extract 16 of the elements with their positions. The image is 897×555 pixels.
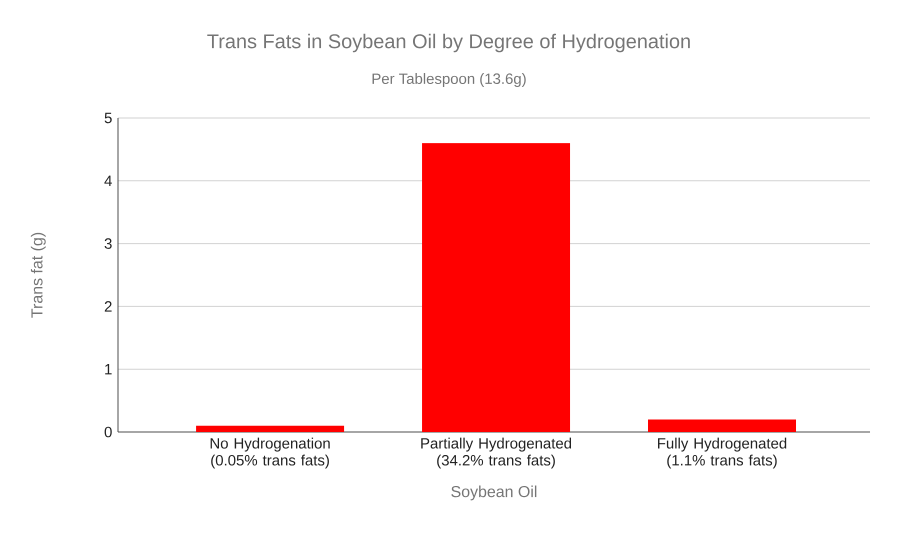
chart-subtitle: Per Tablespoon (13.6g) <box>372 73 526 87</box>
y-tick-label: 0 <box>104 426 112 438</box>
y-tick-label: 1 <box>105 364 112 374</box>
y-tick-label: 5 <box>104 112 112 124</box>
bar <box>196 426 344 432</box>
bar <box>422 143 570 432</box>
x-axis-title: Soybean Oil <box>451 486 536 500</box>
chart-title: Trans Fats in Soybean Oil by Degree of Hydrogenation <box>207 34 690 52</box>
x-tick-label: Partially Hydrogenated (34.2% trans fats) <box>421 438 572 469</box>
y-tick-label: 4 <box>104 176 112 186</box>
bar <box>648 419 796 432</box>
x-tick-label: Fully Hydrogenated (1.1% trans fats) <box>658 438 786 469</box>
y-tick-label: 2 <box>104 301 112 312</box>
y-tick-label: 3 <box>104 238 112 249</box>
x-tick-label: No Hydrogenation (0.05% trans fats) <box>210 438 330 469</box>
y-axis-title: Trans fat (g) <box>30 232 46 318</box>
